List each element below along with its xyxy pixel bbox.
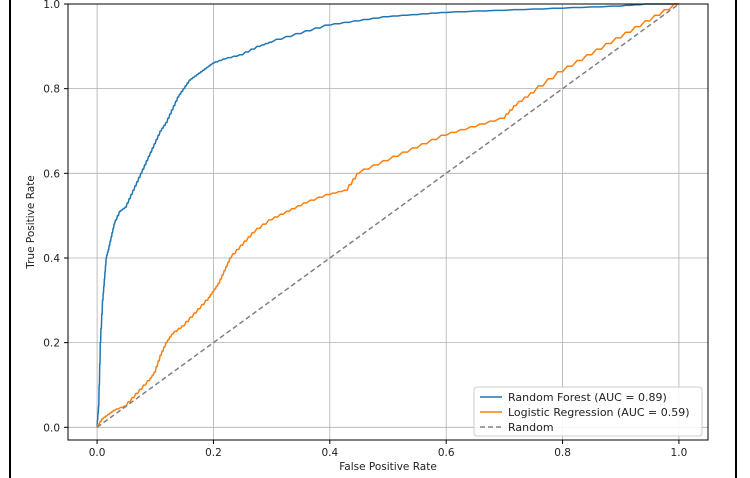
- x-tick-label: 0.2: [205, 447, 222, 459]
- legend: Random Forest (AUC = 0.89) Logistic Regr…: [473, 386, 703, 437]
- plot-frame: [67, 3, 709, 441]
- x-tick-label: 0.8: [554, 447, 571, 459]
- y-axis-label: True Positive Rate: [25, 175, 37, 270]
- frame-left-border: [9, 0, 11, 478]
- y-tick-label: 0.0: [43, 422, 60, 434]
- legend-box: [473, 386, 703, 437]
- x-axis-label: False Positive Rate: [339, 461, 437, 473]
- axis-ticks: 0.0 0.2 0.4 0.6 0.8 1.0 0.0 0.2 0.4 0.6 0.8 1.0: [43, 0, 687, 459]
- legend-entry-logistic-regression: Logistic Regression (AUC = 0.59): [508, 406, 690, 419]
- y-tick-label: 1.0: [43, 0, 60, 11]
- series-line-random: [96, 3, 680, 428]
- series-line-logistic-regression: [96, 3, 679, 428]
- x-tick-label: 0.6: [438, 447, 455, 459]
- y-tick-label: 0.8: [43, 84, 60, 96]
- legend-entry-random: Random: [508, 421, 554, 434]
- y-tick-label: 0.6: [43, 168, 60, 180]
- x-tick-label: 1.0: [671, 447, 688, 459]
- grid-lines: [68, 3, 708, 440]
- series-line-random-forest: [96, 3, 679, 428]
- y-tick-label: 0.4: [43, 253, 60, 265]
- x-tick-label: 0.0: [89, 447, 106, 459]
- legend-entry-random-forest: Random Forest (AUC = 0.89): [508, 391, 667, 404]
- y-tick-label: 0.2: [43, 338, 60, 350]
- series-lines: [96, 3, 680, 428]
- x-tick-label: 0.4: [321, 447, 338, 459]
- frame-right-border: [735, 0, 737, 478]
